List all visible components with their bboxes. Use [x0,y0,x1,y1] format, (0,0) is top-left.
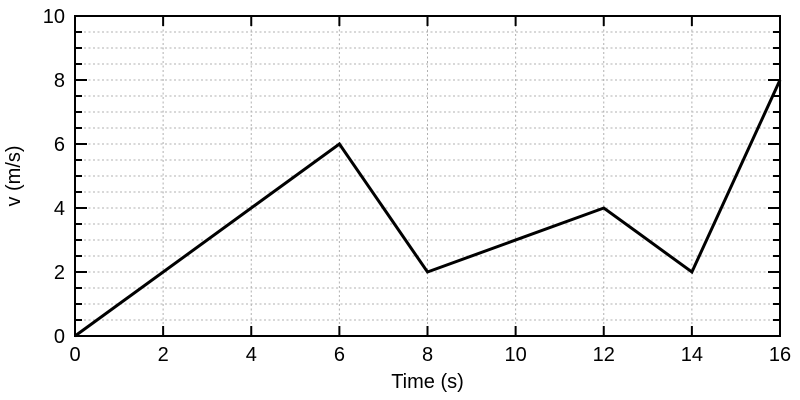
y-tick-label: 6 [54,134,65,156]
x-tick-label: 2 [158,344,169,366]
x-tick-label: 12 [593,344,615,366]
data-line-v [74,79,782,338]
x-tick-label: 10 [505,344,527,366]
x-tick-label: 16 [769,344,791,366]
y-tick-label: 2 [54,262,65,284]
y-tick-label: 0 [54,326,65,348]
y-tick-label: 8 [54,70,65,92]
y-tick-label: 10 [43,6,65,28]
x-axis-label: Time (s) [391,371,464,393]
plot-frame [74,15,781,337]
x-tick-label: 4 [246,344,257,366]
x-tick-label: 14 [681,344,703,366]
y-axis-label: v (m/s) [3,145,25,207]
x-tick-label: 0 [69,344,80,366]
x-tick-label: 8 [422,344,433,366]
y-tick-label: 4 [54,198,65,220]
x-tick-label: 6 [334,344,345,366]
